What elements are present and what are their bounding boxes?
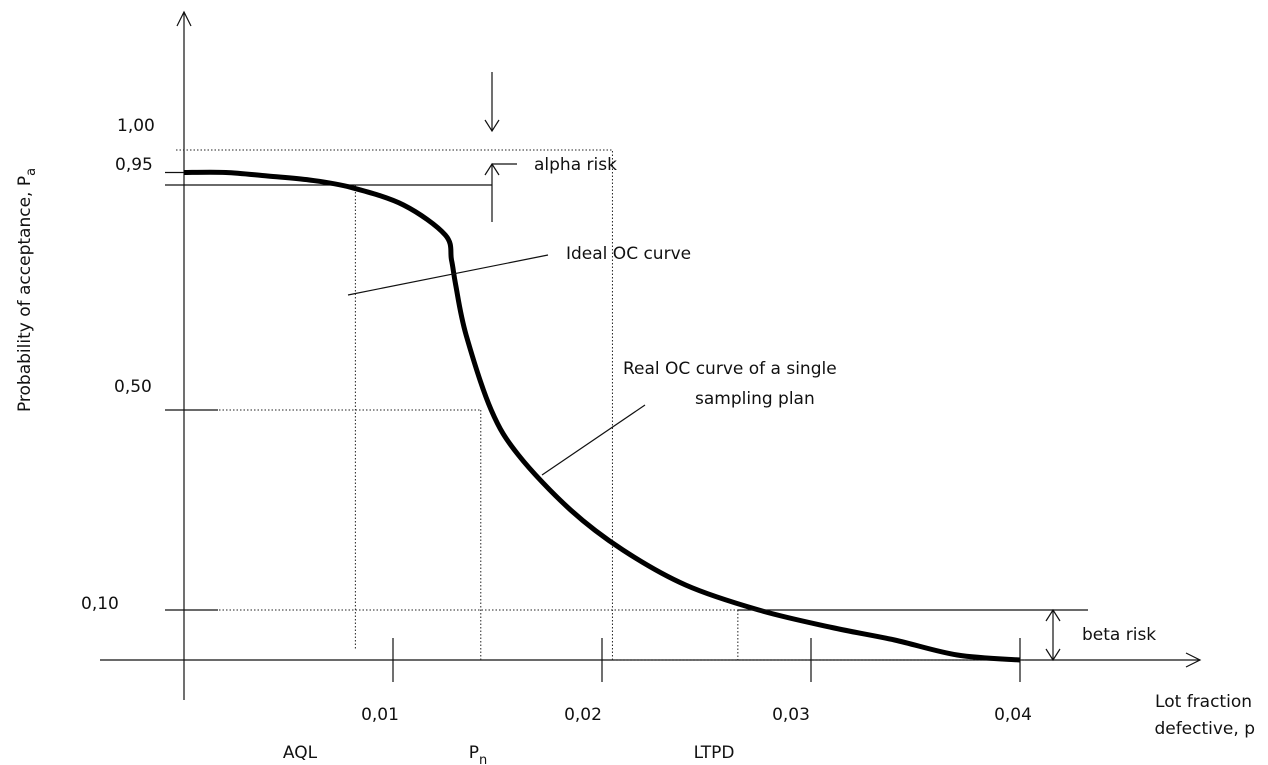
ideal-curve-label: Ideal OC curve <box>566 244 691 264</box>
x-tick-label-002: 0,02 <box>564 705 602 725</box>
x-tick-label-003: 0,03 <box>772 705 810 725</box>
pn-label: Pn <box>469 743 488 765</box>
ideal-oc-curve <box>176 149 1025 661</box>
beta-risk-label: beta risk <box>1082 625 1156 645</box>
aql-label: AQL <box>283 743 318 763</box>
y-tick-label-010: 0,10 <box>81 594 119 614</box>
x-axis-arrow <box>1185 652 1202 668</box>
real-curve-label-2: sampling plan <box>695 389 815 409</box>
ideal-curve-pointer <box>347 254 549 296</box>
y-axis-title: Probability of acceptance, Pa <box>15 168 39 412</box>
y-tick-label-050: 0,50 <box>114 377 152 397</box>
real-curve-pointer <box>541 404 646 476</box>
x-axis-title-1: Lot fraction <box>1155 692 1252 712</box>
real-oc-curve <box>183 169 1021 663</box>
beta-risk-arrowhead-lower <box>1045 648 1061 662</box>
alpha-risk-label: alpha risk <box>534 155 617 175</box>
ltpd-label: LTPD <box>694 743 735 763</box>
y-tick-label-100: 1,00 <box>117 116 155 136</box>
x-axis-title-2: defective, p <box>1154 719 1255 739</box>
y-axis-arrow <box>176 10 192 27</box>
y-tick-label-095: 0,95 <box>115 155 153 175</box>
alpha-risk-arrowhead-lower <box>484 162 500 176</box>
alpha-risk-arrowhead-upper <box>484 119 500 133</box>
x-tick-label-001: 0,01 <box>361 705 399 725</box>
x-tick-label-004: 0,04 <box>994 705 1032 725</box>
real-curve-label-1: Real OC curve of a single <box>623 359 837 379</box>
